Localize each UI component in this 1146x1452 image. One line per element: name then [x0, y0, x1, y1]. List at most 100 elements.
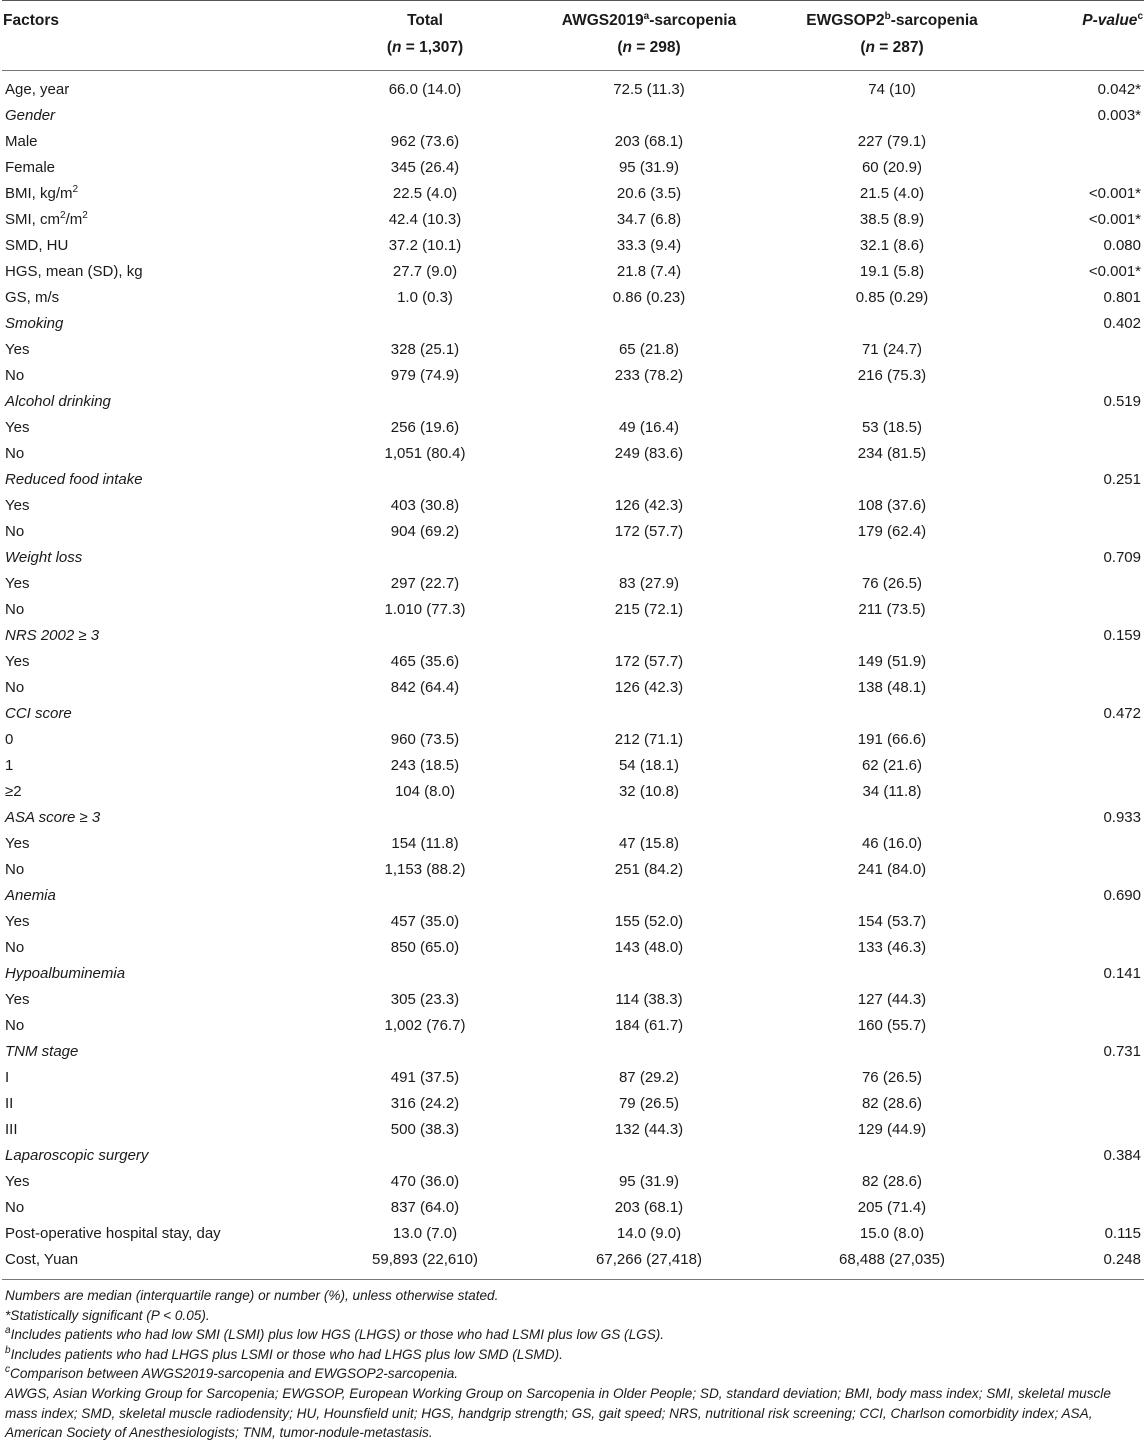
cell-pvalue	[1018, 1065, 1144, 1091]
cell-awgs: 32 (10.8)	[618, 783, 680, 800]
cell-total	[318, 623, 532, 649]
cell-pvalue	[1018, 1091, 1144, 1117]
row-label: Post-operative hospital stay, day	[5, 1225, 221, 1242]
cell-ewgsop	[766, 1143, 1018, 1169]
cell-pvalue: 0.159	[1103, 627, 1141, 644]
row-label: Reduced food intake	[5, 471, 143, 488]
cell-total	[318, 103, 532, 129]
table-row: No 1,051 (80.4) 249 (83.6) 234 (81.5)	[2, 441, 1144, 467]
table-row: Yes 328 (25.1) 65 (21.8) 71 (24.7)	[2, 337, 1144, 363]
cell-awgs: 126 (42.3)	[614, 679, 684, 696]
cell-awgs	[532, 311, 766, 337]
cell-pvalue: 0.042*	[1097, 81, 1141, 98]
cell-total: 500 (38.3)	[390, 1121, 460, 1138]
footnote: Numbers are median (interquartile range)…	[5, 1288, 499, 1303]
cell-awgs: 172 (57.7)	[614, 523, 684, 540]
row-label: Yes	[5, 991, 30, 1008]
cell-total	[318, 805, 532, 831]
footnote-abbreviations: AWGS, Asian Working Group for Sarcopenia…	[5, 1385, 1111, 1441]
table-row: Gender 0.003*	[2, 103, 1144, 129]
cell-ewgsop	[766, 545, 1018, 571]
cell-total: 979 (74.9)	[390, 367, 460, 384]
cell-pvalue	[1018, 935, 1144, 961]
header-factors: Factors	[2, 0, 318, 31]
row-label: Weight loss	[5, 549, 83, 566]
row-label: Yes	[5, 341, 30, 358]
cell-pvalue: 0.519	[1103, 393, 1141, 410]
footnote: aIncludes patients who had low SMI (LSMI…	[5, 1325, 665, 1343]
cell-total: 1,153 (88.2)	[384, 861, 466, 878]
cell-ewgsop	[766, 1039, 1018, 1065]
row-label: CCI score	[5, 705, 72, 722]
cell-total: 1.0 (0.3)	[397, 289, 453, 306]
cell-pvalue	[1018, 727, 1144, 753]
row-label: No	[5, 861, 25, 878]
cell-awgs	[532, 545, 766, 571]
row-label: Yes	[5, 575, 30, 592]
cell-pvalue	[1018, 1013, 1144, 1039]
cell-awgs: 47 (15.8)	[618, 835, 680, 852]
cell-total: 243 (18.5)	[390, 757, 460, 774]
cell-total: 305 (23.3)	[390, 991, 460, 1008]
table-row: ASA score ≥ 3 0.933	[2, 805, 1144, 831]
cell-ewgsop: 133 (46.3)	[857, 939, 927, 956]
cell-ewgsop: 46 (16.0)	[861, 835, 923, 852]
row-label: No	[5, 523, 25, 540]
cell-total: 37.2 (10.1)	[388, 237, 462, 254]
table-row: Post-operative hospital stay, day 13.0 (7…	[2, 1221, 1144, 1247]
cell-pvalue	[1018, 831, 1144, 857]
cell-awgs: 14.0 (9.0)	[616, 1225, 682, 1242]
cell-total	[318, 389, 532, 415]
table-row: Yes 403 (30.8) 126 (42.3) 108 (37.6)	[2, 493, 1144, 519]
cell-total: 66.0 (14.0)	[388, 81, 462, 98]
cell-ewgsop: 32.1 (8.6)	[859, 237, 925, 254]
cell-ewgsop: 149 (51.9)	[857, 653, 927, 670]
cell-ewgsop: 154 (53.7)	[857, 913, 927, 930]
table-row: ≥2 104 (8.0) 32 (10.8) 34 (11.8)	[2, 779, 1144, 805]
header-total-n: (n = 1,307)	[318, 31, 532, 71]
cell-ewgsop: 76 (26.5)	[861, 575, 923, 592]
row-label: No	[5, 445, 25, 462]
cell-pvalue	[1018, 987, 1144, 1013]
table-row: Yes 256 (19.6) 49 (16.4) 53 (18.5)	[2, 415, 1144, 441]
cell-ewgsop: 19.1 (5.8)	[859, 263, 925, 280]
cell-awgs: 83 (27.9)	[618, 575, 680, 592]
cell-awgs: 212 (71.1)	[614, 731, 684, 748]
cell-total: 491 (37.5)	[390, 1069, 460, 1086]
cell-total	[318, 961, 532, 987]
row-label: Yes	[5, 653, 30, 670]
row-label: Male	[5, 133, 38, 150]
cell-pvalue	[1018, 129, 1144, 155]
cell-ewgsop: 0.85 (0.29)	[855, 289, 929, 306]
table-row: III 500 (38.3) 132 (44.3) 129 (44.9)	[2, 1117, 1144, 1143]
data-table: Factors Total AWGS2019a-sarcopenia EWGSO…	[2, 0, 1144, 1280]
cell-awgs: 95 (31.9)	[618, 1173, 680, 1190]
cell-awgs: 67,266 (27,418)	[532, 1247, 766, 1280]
cell-awgs: 54 (18.1)	[618, 757, 680, 774]
cell-total: 1.010 (77.3)	[384, 601, 466, 618]
table-row: SMI, cm2/m2 42.4 (10.3) 34.7 (6.8) 38.5 (8.…	[2, 207, 1144, 233]
table-row: Female 345 (26.4) 95 (31.9) 60 (20.9)	[2, 155, 1144, 181]
cell-awgs: 249 (83.6)	[614, 445, 684, 462]
table-row: No 1,002 (76.7) 184 (61.7) 160 (55.7)	[2, 1013, 1144, 1039]
footnote: *Statistically significant (P < 0.05).	[5, 1307, 210, 1323]
row-label: Cost, Yuan	[2, 1247, 318, 1280]
cell-ewgsop	[766, 701, 1018, 727]
cell-ewgsop: 60 (20.9)	[861, 159, 923, 176]
cell-ewgsop: 62 (21.6)	[861, 757, 923, 774]
cell-ewgsop: 68,488 (27,035)	[766, 1247, 1018, 1280]
cell-ewgsop	[766, 883, 1018, 909]
table-row: Reduced food intake 0.251	[2, 467, 1144, 493]
header-awgs: AWGS2019a-sarcopenia	[532, 0, 766, 31]
table-row: Laparoscopic surgery 0.384	[2, 1143, 1144, 1169]
cell-total	[318, 883, 532, 909]
cell-pvalue: 0.080	[1103, 237, 1141, 254]
header-ewgsop: EWGSOP2b-sarcopenia	[766, 0, 1018, 31]
cell-pvalue	[1018, 155, 1144, 181]
table-row: No 837 (64.0) 203 (68.1) 205 (71.4)	[2, 1195, 1144, 1221]
table-row: Male 962 (73.6) 203 (68.1) 227 (79.1)	[2, 129, 1144, 155]
footnote: cComparison between AWGS2019-sarcopenia …	[5, 1364, 459, 1382]
cell-ewgsop: 227 (79.1)	[857, 133, 927, 150]
cell-awgs: 126 (42.3)	[614, 497, 684, 514]
cell-ewgsop: 179 (62.4)	[857, 523, 927, 540]
